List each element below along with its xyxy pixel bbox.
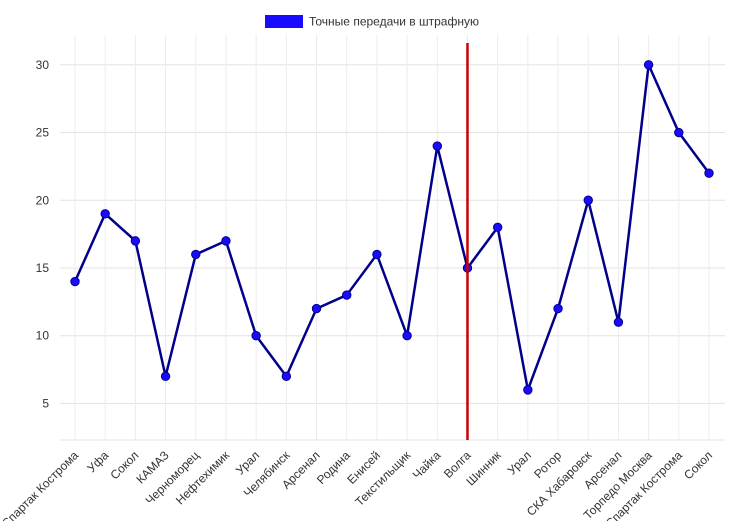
y-tick-label: 5 xyxy=(42,396,49,410)
x-tick-label: Сокол xyxy=(681,448,715,482)
data-point xyxy=(553,303,563,314)
y-tick-label: 20 xyxy=(36,193,50,207)
x-tick-label: Чайка xyxy=(410,448,444,482)
data-point xyxy=(402,331,412,341)
data-point xyxy=(130,236,141,246)
grid xyxy=(60,35,725,441)
x-axis: Спартак Кострома УфаСоколКАМАЗЧерноморецН… xyxy=(0,448,715,521)
legend-swatch[interactable] xyxy=(265,15,303,28)
data-point xyxy=(251,331,261,341)
x-tick-label: Спартак Кострома xyxy=(0,448,81,521)
x-tick-label: Шинник xyxy=(464,448,505,489)
data-point xyxy=(674,127,684,138)
data-point xyxy=(492,222,503,233)
y-tick-label: 30 xyxy=(36,58,50,72)
data-point xyxy=(643,60,654,70)
data-point xyxy=(100,209,110,219)
data-point xyxy=(372,249,382,260)
data-point xyxy=(342,290,352,300)
legend-label[interactable]: Точные передачи в штрафную xyxy=(309,15,479,29)
data-point xyxy=(583,195,593,205)
series-line xyxy=(73,63,711,392)
data-point xyxy=(704,168,714,178)
data-point xyxy=(311,303,322,314)
x-tick-label: Урал xyxy=(505,448,534,477)
data-point xyxy=(432,141,442,151)
series-group xyxy=(70,60,714,395)
data-point xyxy=(160,371,171,382)
y-tick-label: 15 xyxy=(36,261,50,275)
data-point xyxy=(523,385,533,395)
y-tick-label: 10 xyxy=(36,329,50,343)
legend[interactable]: Точные передачи в штрафную xyxy=(265,15,479,29)
data-point xyxy=(281,371,292,382)
data-point xyxy=(191,249,201,260)
data-point xyxy=(613,317,624,327)
data-point xyxy=(70,276,80,287)
data-point xyxy=(221,236,231,246)
y-tick-label: 25 xyxy=(36,126,50,140)
y-axis: 5 10 15 20 25 30 xyxy=(36,58,50,411)
